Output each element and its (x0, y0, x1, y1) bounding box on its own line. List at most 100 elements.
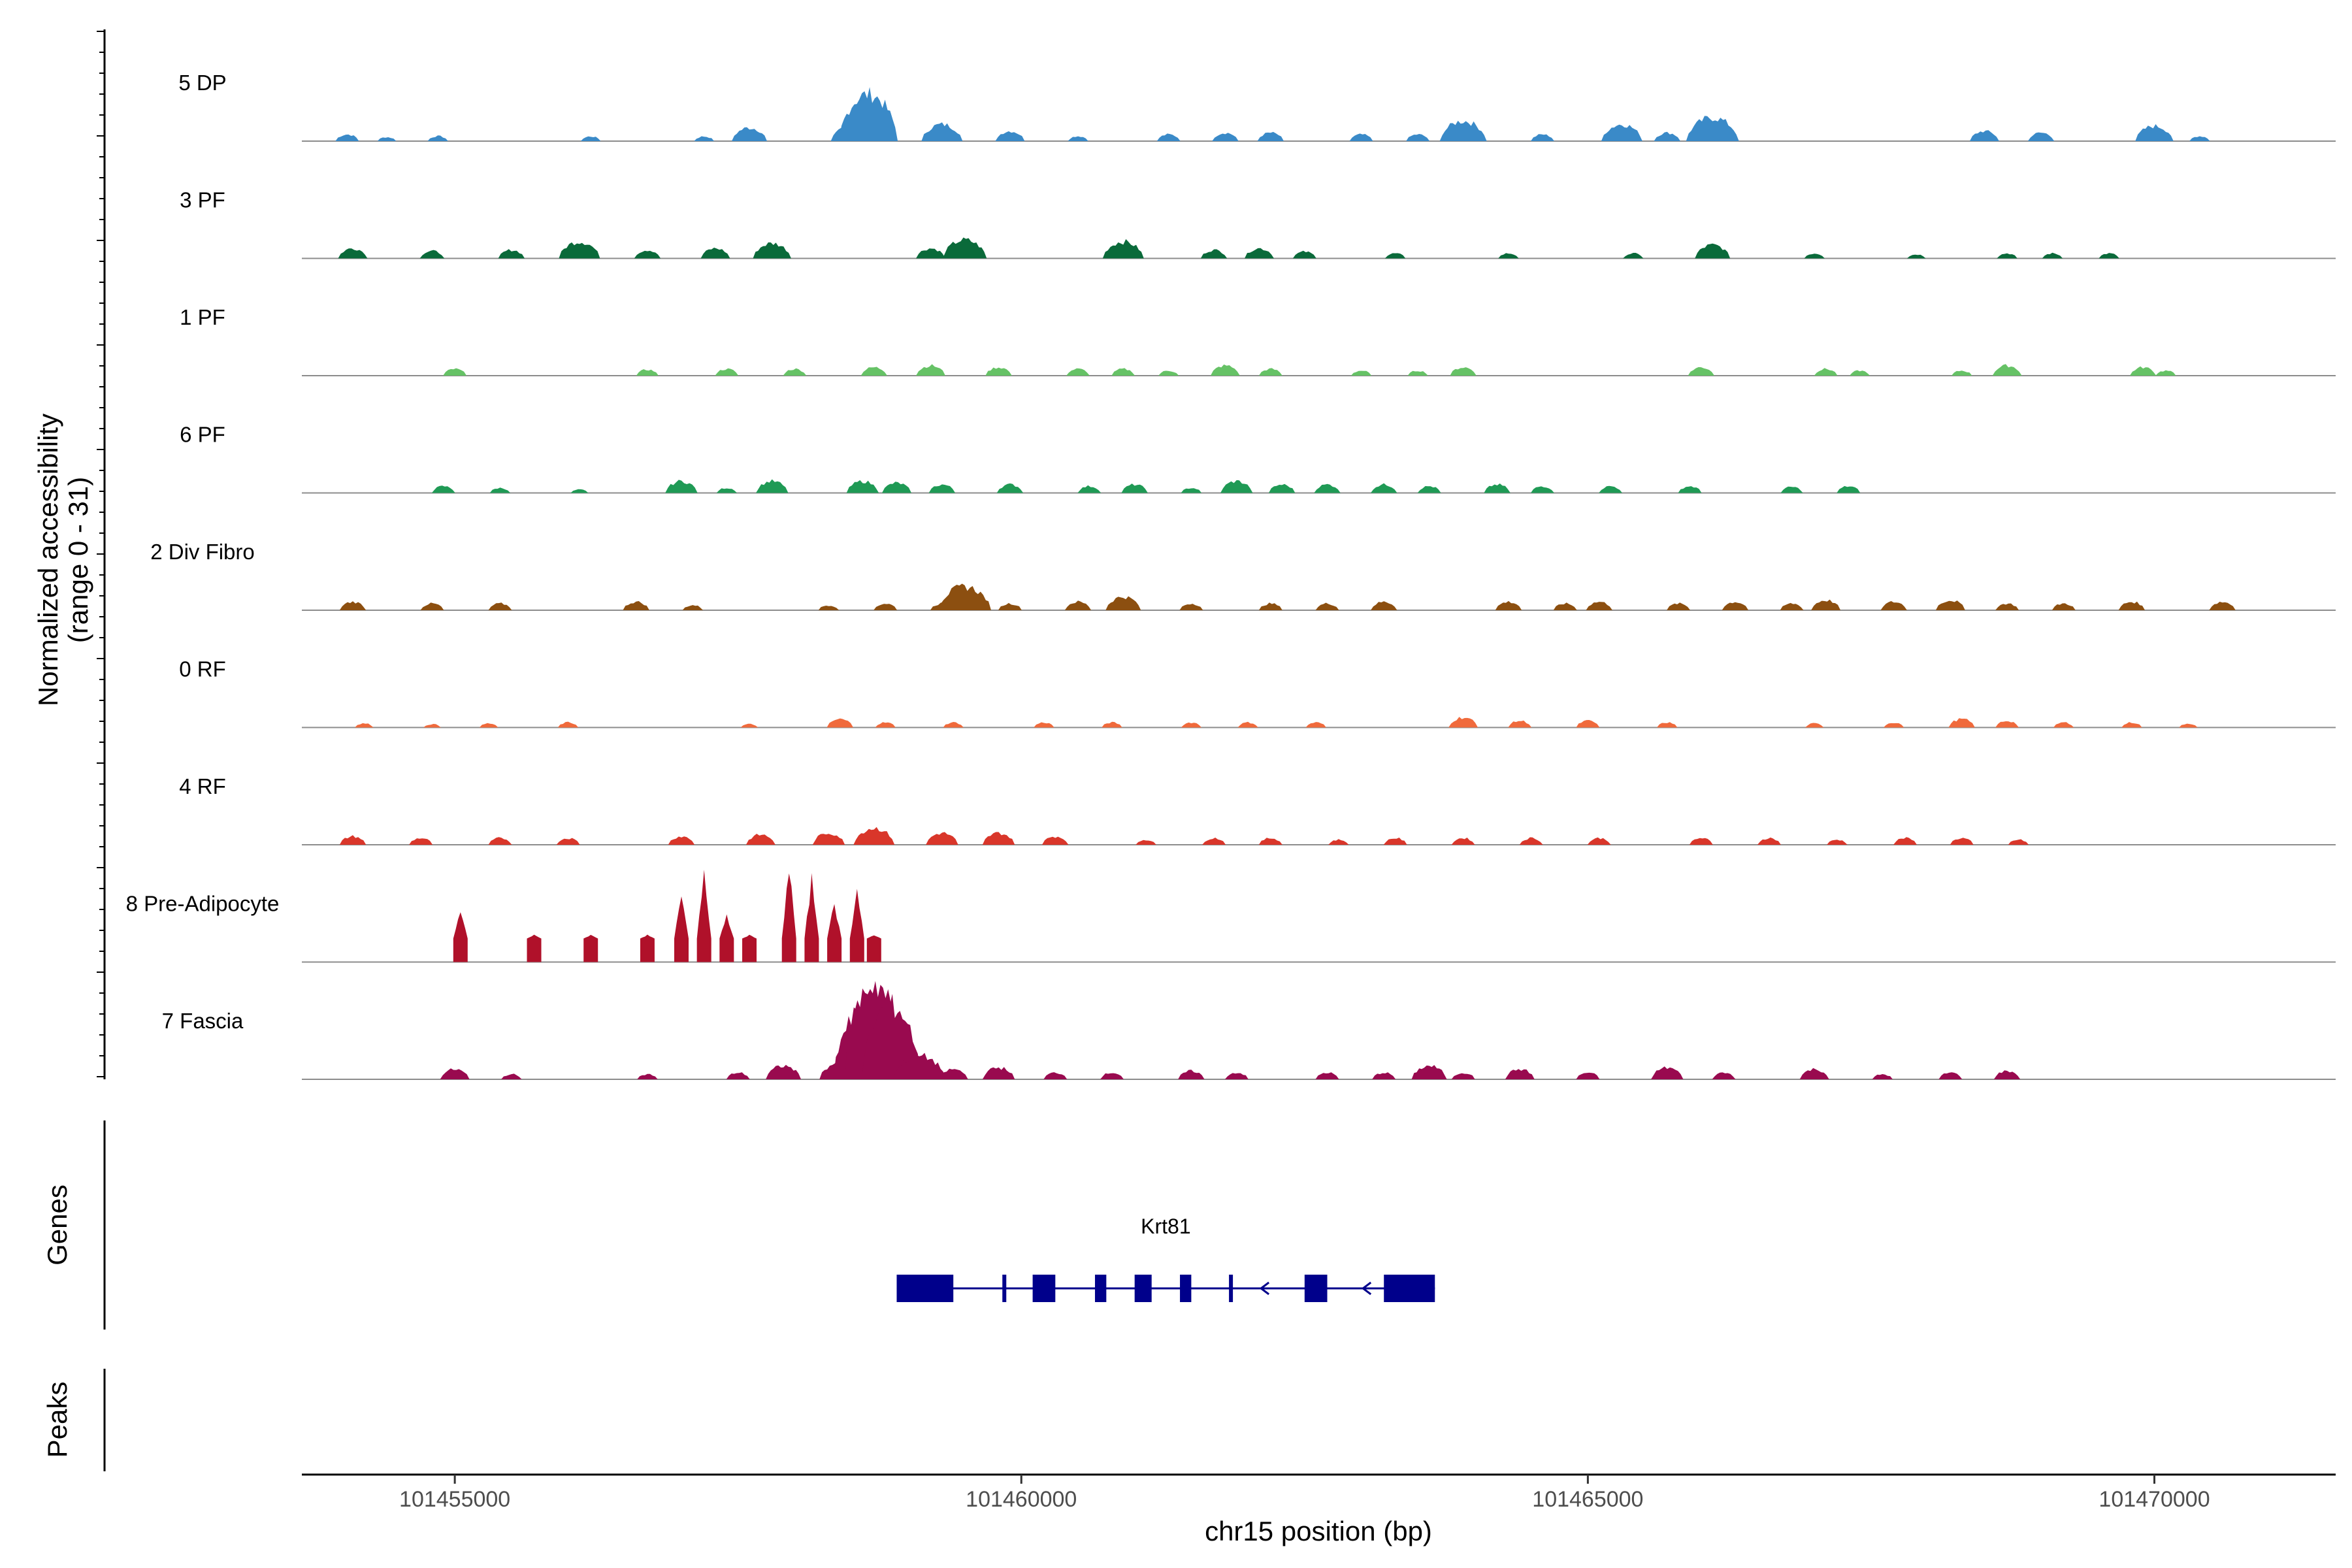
coverage-peak (2099, 253, 2119, 259)
coverage-peak (1654, 131, 1680, 141)
coverage-peak (1102, 721, 1122, 728)
coverage-peak (846, 480, 879, 493)
coverage-peak (527, 934, 542, 962)
coverage-peak (1893, 837, 1917, 845)
coverage-peak (804, 873, 819, 962)
coverage-peak (1883, 723, 1904, 728)
coverage-peak (453, 912, 468, 962)
coverage-peak (1508, 720, 1532, 728)
coverage-peak (726, 1072, 750, 1079)
coverage-peak (634, 250, 661, 259)
y-axis-title-line2: (range 0 - 31) (63, 477, 93, 643)
coverage-peak (1237, 721, 1258, 728)
coverage-peak (1111, 368, 1135, 376)
coverage-peak (1406, 134, 1430, 141)
track-label: 4 RF (179, 774, 226, 798)
coverage-peak (1292, 250, 1316, 259)
coverage-peak (623, 601, 649, 610)
coverage-peak (1553, 602, 1577, 610)
coverage-peak (1505, 1069, 1535, 1079)
coverage-peak (860, 367, 888, 376)
coverage-peak (1258, 368, 1282, 376)
track-4-rf: 4 RF (179, 774, 2336, 845)
coverage-peak (339, 835, 367, 845)
coverage-peak (431, 485, 455, 493)
coverage-peak (1814, 368, 1838, 376)
coverage-peak (1950, 838, 1974, 845)
x-axis-title: chr15 position (bp) (1205, 1516, 1432, 1546)
coverage-peak (1799, 1068, 1829, 1079)
coverage-peak (355, 723, 374, 728)
coverage-peak (420, 602, 444, 610)
coverage-tracks: 5 DP 3 PF 1 PF 6 PF 2 Div Fibro 0 RF 4 RF 8 Pre… (126, 71, 2336, 1080)
coverage-peak (443, 368, 467, 376)
coverage-peak (1439, 120, 1487, 141)
coverage-peak (1384, 253, 1406, 259)
coverage-peak (1757, 837, 1781, 845)
genes-track-title: Genes (42, 1184, 73, 1266)
coverage-peak (479, 723, 498, 728)
coverage-peak (2051, 603, 2076, 610)
track-1-pf: 1 PF (180, 305, 2336, 376)
coverage-peak (423, 724, 441, 728)
coverage-peak (488, 837, 512, 845)
coverage-peak (1667, 602, 1691, 610)
coverage-peak (1102, 239, 1144, 259)
coverage-peak (2121, 722, 2142, 728)
coverage-peak (921, 122, 963, 141)
coverage-peak (1722, 602, 1749, 610)
coverage-peak (1657, 722, 1678, 728)
track-label: 6 PF (180, 423, 225, 447)
coverage-peak (665, 480, 698, 493)
coverage-peak (1906, 254, 1926, 259)
coverage-peak (853, 826, 895, 845)
coverage-peak (1451, 838, 1475, 845)
coverage-peak (419, 250, 445, 259)
x-tick-label: 101460000 (966, 1487, 1077, 1512)
coverage-peak (2118, 601, 2146, 610)
coverage-peak (766, 1064, 802, 1079)
coverage-peak (928, 484, 956, 493)
coverage-peak (1531, 486, 1554, 493)
coverage-y-axis-ticks (97, 31, 105, 1077)
coverage-peak (1121, 483, 1148, 493)
coverage-peak (1498, 253, 1519, 259)
coverage-peak (1100, 1073, 1124, 1079)
track-3-pf: 3 PF (180, 188, 2336, 259)
coverage-peak (781, 873, 796, 962)
coverage-peak (338, 248, 368, 259)
gene-exon (1304, 1275, 1328, 1302)
coverage-peak (682, 605, 704, 610)
coverage-peak (489, 487, 511, 493)
track-label: 8 Pre-Adipocyte (126, 892, 280, 916)
coverage-peak (557, 721, 579, 728)
coverage-peak (938, 583, 991, 610)
coverage-peak (501, 1073, 522, 1079)
gene-label: Krt81 (1141, 1215, 1190, 1238)
coverage-peak (742, 934, 757, 962)
coverage-peak (636, 369, 659, 376)
coverage-peak (640, 934, 655, 962)
coverage-peak (715, 368, 739, 376)
coverage-peak (1077, 485, 1102, 493)
coverage-peak (1576, 720, 1600, 728)
coverage-peak (745, 834, 776, 845)
track-label: 0 RF (179, 657, 226, 681)
gene-krt81: Krt81 (896, 1215, 1435, 1302)
coverage-peak (559, 242, 600, 259)
coverage-peak (498, 249, 525, 259)
coverage-peak (1349, 133, 1373, 141)
coverage-peak (1951, 370, 1972, 376)
coverage-peak (1043, 1072, 1068, 1079)
coverage-peak (1997, 253, 2017, 259)
coverage-peak (982, 1067, 1015, 1079)
coverage-peak (1678, 486, 1702, 493)
coverage-peak (1686, 116, 1739, 141)
coverage-peak (812, 834, 845, 845)
coverage-peak (1623, 253, 1644, 259)
coverage-peak (377, 137, 397, 141)
coverage-peak (335, 134, 359, 141)
coverage-peak (1995, 603, 2019, 610)
coverage-peak (1315, 1072, 1339, 1079)
